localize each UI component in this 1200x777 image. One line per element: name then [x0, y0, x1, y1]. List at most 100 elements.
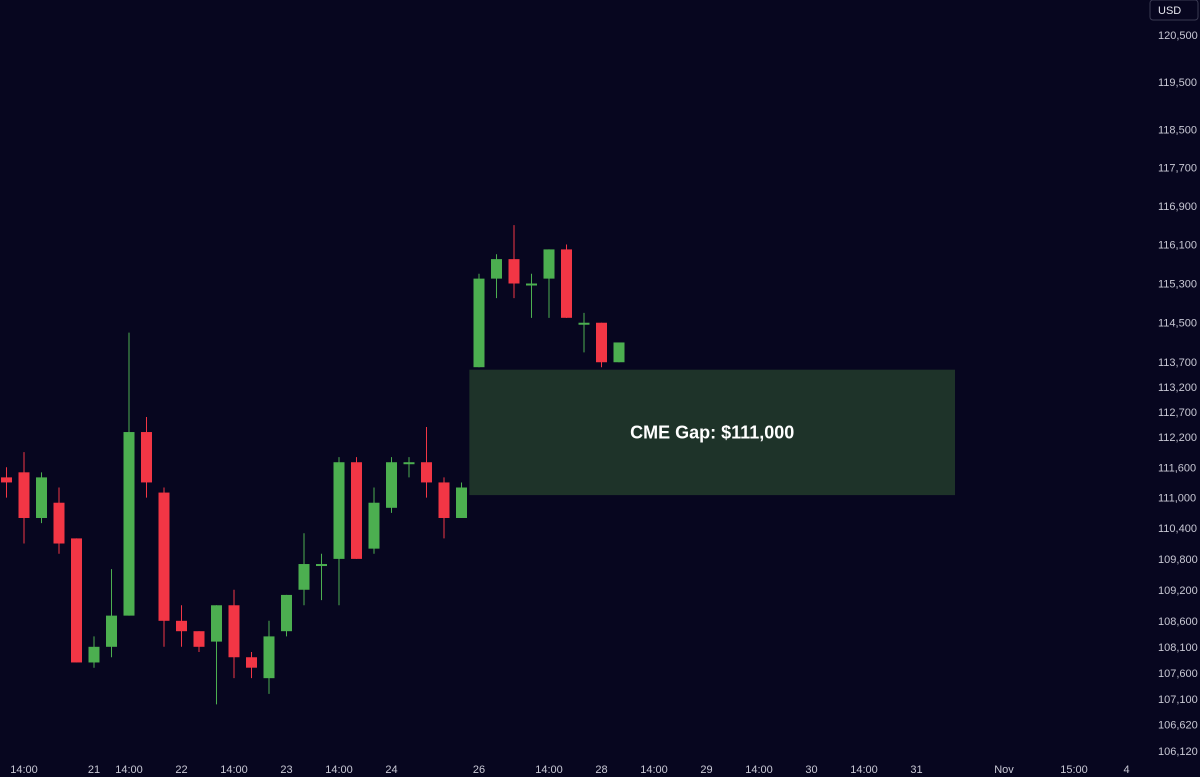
x-tick-label: 15:00: [1060, 764, 1088, 776]
x-tick-label: 14:00: [10, 764, 38, 776]
x-tick-label: 28: [595, 764, 607, 776]
candle-body: [368, 502, 380, 549]
candle-body: [421, 462, 432, 483]
time-axis[interactable]: 14:00 21 14:00 22 14:00 23 14:00 24 26 14:00 28 14:…: [10, 764, 1129, 776]
candle-body: [578, 322, 590, 325]
candle[interactable]: [18, 452, 30, 544]
candle-body: [298, 564, 310, 590]
candle-body: [508, 259, 520, 284]
candle[interactable]: [193, 631, 205, 653]
candle-body: [123, 432, 135, 616]
candle[interactable]: [211, 605, 222, 705]
candle[interactable]: [246, 652, 257, 679]
candle[interactable]: [491, 254, 502, 299]
x-tick-label: 14:00: [220, 764, 248, 776]
candle[interactable]: [228, 589, 240, 679]
annotation-label-layer: CME Gap: $111,000: [630, 422, 794, 442]
candle-body: [596, 322, 607, 363]
candle[interactable]: [36, 472, 47, 524]
x-tick-label: 21: [88, 764, 100, 776]
candle[interactable]: [141, 417, 152, 498]
candle-body: [211, 605, 222, 642]
candle-body: [1, 477, 12, 483]
x-tick-label: 26: [473, 764, 485, 776]
x-tick-label: 24: [385, 764, 397, 776]
candle[interactable]: [368, 487, 380, 554]
candle[interactable]: [508, 225, 520, 299]
y-tick-label: 106,120: [1158, 746, 1198, 758]
candle[interactable]: [473, 273, 485, 368]
y-tick-label: 116,900: [1158, 201, 1197, 213]
annotation-layer: [469, 369, 955, 496]
candle[interactable]: [578, 312, 590, 353]
candle-body: [246, 657, 257, 668]
x-tick-label: 14:00: [745, 764, 773, 776]
candle[interactable]: [456, 482, 467, 518]
candle[interactable]: [421, 427, 432, 498]
x-tick-label: 29: [700, 764, 712, 776]
candle-body: [228, 605, 240, 658]
y-tick-label: 116,100: [1158, 240, 1197, 252]
candle-body: [316, 564, 327, 567]
y-tick-label: 108,100: [1158, 642, 1198, 654]
currency-badge[interactable]: USD: [1149, 0, 1199, 21]
candle[interactable]: [106, 569, 117, 658]
candle-body: [53, 502, 65, 544]
candle[interactable]: [316, 553, 327, 601]
candle[interactable]: [176, 605, 187, 647]
currency-badge-label: USD: [1158, 5, 1181, 17]
y-tick-label: 106,620: [1158, 719, 1198, 731]
x-tick-label: 14:00: [115, 764, 143, 776]
y-tick-label: 112,700: [1158, 407, 1197, 419]
candle-body: [456, 487, 467, 518]
y-tick-label: 109,200: [1158, 585, 1198, 597]
candle[interactable]: [543, 249, 555, 318]
candle[interactable]: [438, 477, 450, 539]
x-tick-label: 14:00: [325, 764, 353, 776]
price-axis[interactable]: 106,120 106,620 107,100 107,600 108,100 108,6…: [1158, 30, 1198, 758]
candle-body: [491, 259, 502, 279]
candle[interactable]: [403, 457, 415, 478]
candle[interactable]: [561, 244, 572, 318]
y-tick-label: 111,000: [1158, 493, 1196, 505]
candle-body: [333, 462, 345, 559]
candle-body: [351, 462, 362, 559]
candle[interactable]: [298, 533, 310, 606]
candle-body: [543, 249, 555, 279]
candle-body: [561, 249, 572, 318]
candle-body: [263, 636, 275, 679]
candle[interactable]: [333, 457, 345, 606]
candle[interactable]: [71, 538, 82, 663]
y-tick-label: 109,800: [1158, 554, 1198, 566]
y-tick-label: 113,200: [1158, 382, 1197, 394]
candle[interactable]: [596, 322, 607, 368]
candle[interactable]: [263, 620, 275, 694]
candle[interactable]: [386, 457, 397, 513]
x-tick-label: Nov: [994, 764, 1014, 776]
candle[interactable]: [351, 457, 362, 559]
candle-body: [403, 462, 415, 465]
y-tick-label: 107,100: [1158, 694, 1198, 706]
candle-body: [613, 342, 625, 363]
candle[interactable]: [88, 636, 100, 668]
cme-gap-zone[interactable]: [469, 369, 955, 496]
y-tick-label: 113,700: [1158, 357, 1197, 369]
currency-badge-box: [1149, 0, 1199, 21]
x-tick-label: 23: [280, 764, 292, 776]
candles-layer: [1, 225, 625, 705]
candle[interactable]: [613, 342, 625, 363]
x-tick-label: 14:00: [535, 764, 563, 776]
candle-body: [71, 538, 82, 663]
candle[interactable]: [281, 594, 292, 637]
candle[interactable]: [53, 487, 65, 554]
candle[interactable]: [526, 273, 537, 318]
candle[interactable]: [158, 487, 170, 647]
candle[interactable]: [1, 467, 12, 498]
candle-body: [158, 492, 170, 621]
candle[interactable]: [123, 332, 135, 616]
candle-body: [281, 594, 292, 632]
cme-gap-label: CME Gap: $111,000: [630, 422, 794, 442]
x-tick-label: 14:00: [850, 764, 878, 776]
